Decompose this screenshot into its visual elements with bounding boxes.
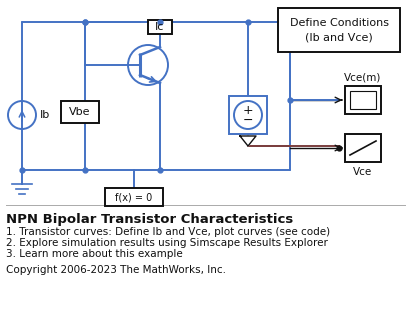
Polygon shape: [240, 136, 256, 146]
Text: NPN Bipolar Transistor Characteristics: NPN Bipolar Transistor Characteristics: [6, 213, 293, 226]
Bar: [148, 20, 172, 34]
Text: Ic: Ic: [155, 22, 165, 32]
Text: +: +: [243, 104, 253, 116]
Text: −: −: [243, 114, 253, 126]
Bar: [61, 101, 99, 123]
Bar: [345, 86, 381, 114]
Bar: [105, 188, 163, 206]
Text: 2. Explore simulation results using Simscape Results Explorer: 2. Explore simulation results using Sims…: [6, 238, 328, 248]
Text: Vce(m): Vce(m): [344, 73, 382, 83]
Text: Vce: Vce: [354, 167, 373, 177]
Text: f(x) = 0: f(x) = 0: [115, 192, 153, 202]
Text: Ib: Ib: [40, 110, 50, 120]
Bar: [350, 91, 376, 109]
Text: 3. Learn more about this example: 3. Learn more about this example: [6, 249, 183, 259]
Bar: [278, 8, 400, 52]
Bar: [345, 134, 381, 162]
Text: 1. Transistor curves: Define Ib and Vce, plot curves (see code): 1. Transistor curves: Define Ib and Vce,…: [6, 227, 330, 237]
Bar: [229, 96, 267, 134]
Text: Copyright 2006-2023 The MathWorks, Inc.: Copyright 2006-2023 The MathWorks, Inc.: [6, 265, 226, 275]
Text: Vbe: Vbe: [69, 107, 91, 117]
Text: Define Conditions
(Ib and Vce): Define Conditions (Ib and Vce): [290, 18, 389, 42]
